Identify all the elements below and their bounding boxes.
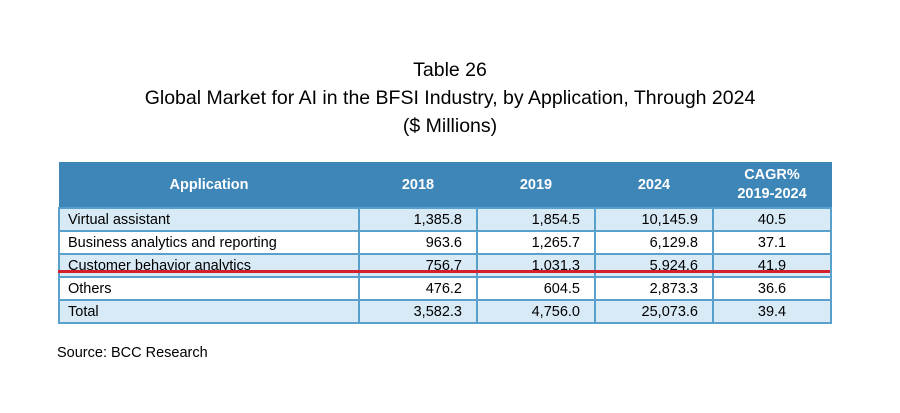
header-cagr: CAGR% 2019-2024 <box>712 162 832 209</box>
cell-2024: 25,073.6 <box>594 299 714 324</box>
cell-2018: 756.7 <box>358 253 478 278</box>
table-row: Others 476.2 604.5 2,873.3 36.6 <box>58 276 832 301</box>
title-line-3: ($ Millions) <box>402 115 498 137</box>
table-row: Virtual assistant 1,385.8 1,854.5 10,145… <box>58 207 832 232</box>
table-title: Table 26 Global Market for AI in the BFS… <box>0 56 900 140</box>
title-line-1: Table 26 <box>413 59 487 81</box>
header-2024: 2024 <box>594 162 714 209</box>
source-note: Source: BCC Research <box>57 345 208 361</box>
title-line-2: Global Market for AI in the BFSI Industr… <box>144 87 756 109</box>
cell-cagr: 36.6 <box>712 276 832 301</box>
table-row: Business analytics and reporting 963.6 1… <box>58 230 832 255</box>
header-row: Application 2018 2019 2024 CAGR% 2019-20… <box>58 162 832 209</box>
cell-application: Total <box>58 299 360 324</box>
cell-2018: 476.2 <box>358 276 478 301</box>
cell-application: Others <box>58 276 360 301</box>
cell-2019: 4,756.0 <box>476 299 596 324</box>
cell-2019: 1,031.3 <box>476 253 596 278</box>
cell-2024: 6,129.8 <box>594 230 714 255</box>
cell-cagr: 40.5 <box>712 207 832 232</box>
cell-application: Virtual assistant <box>58 207 360 232</box>
header-2018: 2018 <box>358 162 478 209</box>
cell-2019: 1,854.5 <box>476 207 596 232</box>
cell-2019: 1,265.7 <box>476 230 596 255</box>
cell-2024: 5,924.6 <box>594 253 714 278</box>
cell-cagr: 37.1 <box>712 230 832 255</box>
cell-2018: 1,385.8 <box>358 207 478 232</box>
table-row: Customer behavior analytics 756.7 1,031.… <box>58 253 832 278</box>
market-table: Application 2018 2019 2024 CAGR% 2019-20… <box>58 162 832 324</box>
header-application: Application <box>58 162 360 209</box>
highlight-line <box>58 270 830 273</box>
table-row-total: Total 3,582.3 4,756.0 25,073.6 39.4 <box>58 299 832 324</box>
cell-application: Business analytics and reporting <box>58 230 360 255</box>
cell-2018: 963.6 <box>358 230 478 255</box>
cell-cagr: 39.4 <box>712 299 832 324</box>
cell-2024: 10,145.9 <box>594 207 714 232</box>
cell-application: Customer behavior analytics <box>58 253 360 278</box>
cell-2018: 3,582.3 <box>358 299 478 324</box>
header-2019: 2019 <box>476 162 596 209</box>
header-cagr-line1: CAGR% <box>744 167 800 183</box>
cell-cagr: 41.9 <box>712 253 832 278</box>
header-cagr-line2: 2019-2024 <box>737 186 807 202</box>
cell-2024: 2,873.3 <box>594 276 714 301</box>
cell-2019: 604.5 <box>476 276 596 301</box>
